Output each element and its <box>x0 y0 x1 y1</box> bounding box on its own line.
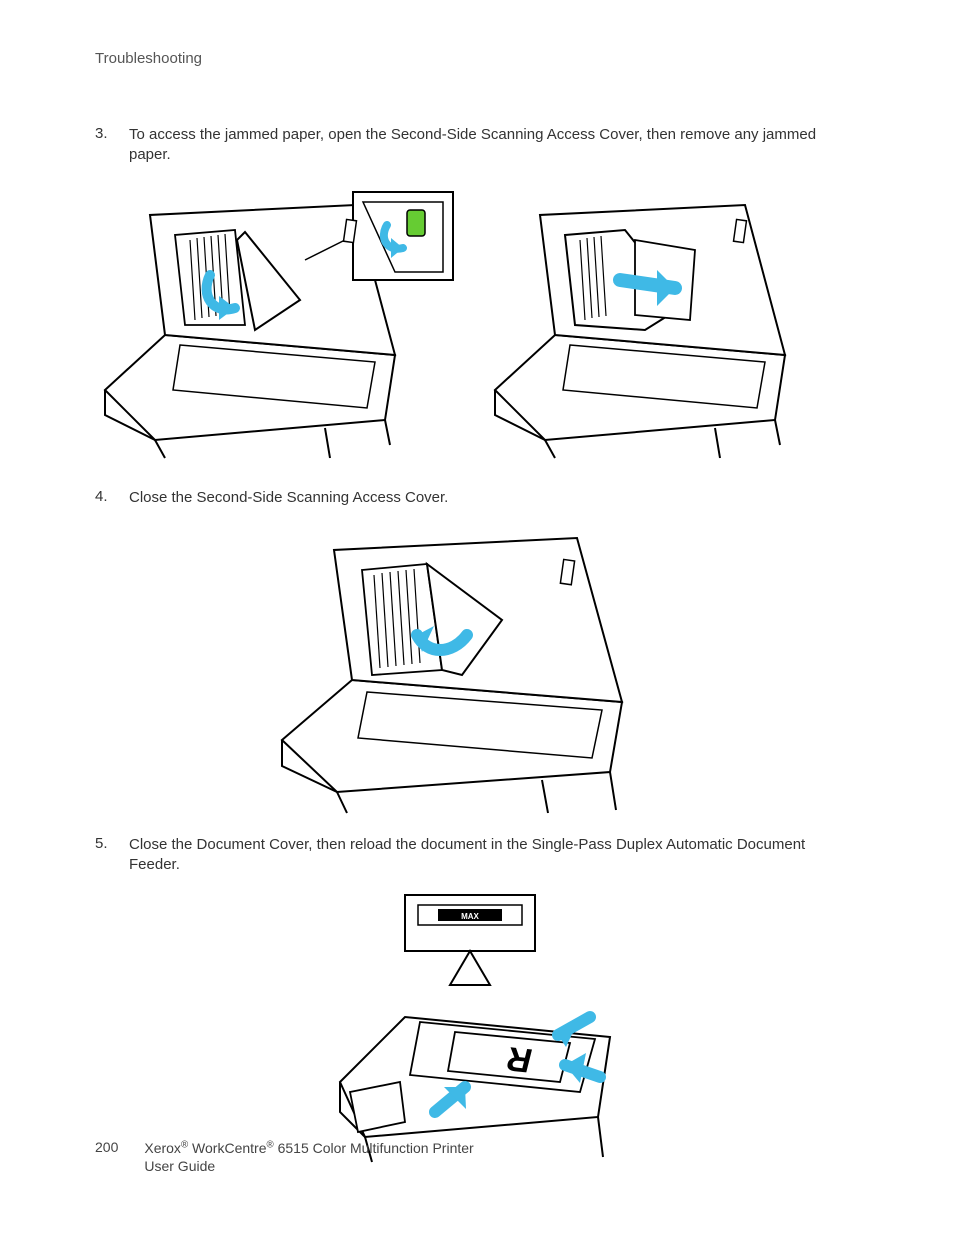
footer-product-text: Xerox® WorkCentre® 6515 Color Multifunct… <box>144 1139 473 1175</box>
step-4: 4. Close the Second-Side Scanning Access… <box>95 488 859 508</box>
step-5-number: 5. <box>95 835 129 876</box>
step-3-number: 3. <box>95 125 129 166</box>
step-4-figure <box>262 520 692 815</box>
step-4-text: Close the Second-Side Scanning Access Co… <box>129 488 448 508</box>
page-footer: 200 Xerox® WorkCentre® 6515 Color Multif… <box>95 1139 474 1175</box>
section-header: Troubleshooting <box>95 50 859 67</box>
step-5-text: Close the Document Cover, then reload th… <box>129 835 859 876</box>
step-5: 5. Close the Document Cover, then reload… <box>95 835 859 876</box>
step-3-text: To access the jammed paper, open the Sec… <box>129 125 859 166</box>
step-3: 3. To access the jammed paper, open the … <box>95 125 859 166</box>
printer-remove-paper-illustration <box>485 180 855 460</box>
printer-open-cover-illustration <box>95 180 465 460</box>
step-3-figures <box>95 180 859 460</box>
printer-close-cover-illustration <box>262 520 692 815</box>
max-fill-label: MAX <box>461 912 479 921</box>
step-5-figure: MAX R <box>310 887 645 1167</box>
step-4-number: 4. <box>95 488 129 508</box>
step-3-figure-left <box>95 180 465 460</box>
page-number: 200 <box>95 1139 118 1155</box>
printer-reload-document-illustration: MAX R <box>310 887 645 1167</box>
section-title: Troubleshooting <box>95 50 202 67</box>
step-3-figure-right <box>485 180 855 460</box>
